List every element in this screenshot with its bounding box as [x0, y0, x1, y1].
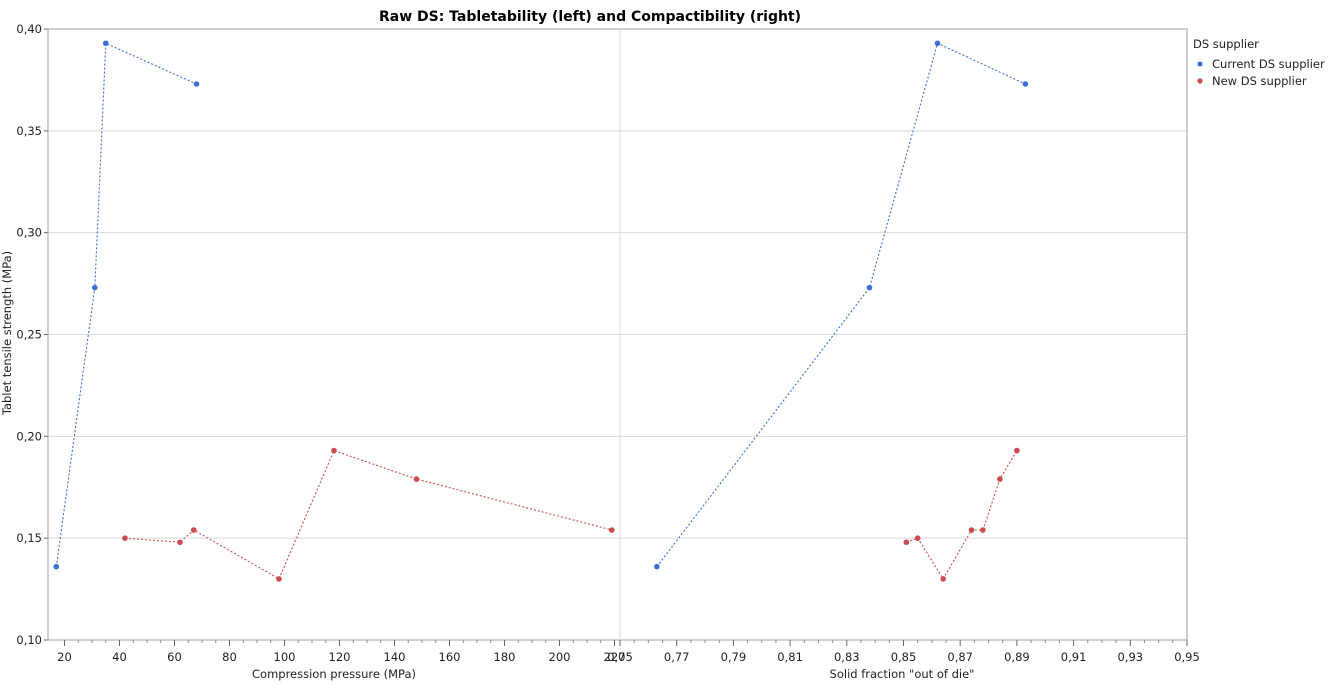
data-point	[997, 476, 1003, 482]
x-tick-label: 60	[167, 650, 182, 664]
x-tick-label: 0,91	[1061, 650, 1087, 664]
x-tick-label: 220	[604, 650, 626, 664]
x-tick-label: 140	[384, 650, 406, 664]
x-tick-label: 0,89	[1004, 650, 1030, 664]
x-tick-label: 0,81	[777, 650, 803, 664]
y-tick-label: 0,35	[16, 124, 42, 138]
data-point	[866, 284, 873, 291]
legend-label-current: Current DS supplier	[1212, 57, 1325, 71]
x-tick-label: 120	[329, 650, 351, 664]
data-point	[968, 527, 975, 533]
y-axis-label: Tablet tensile strength (MPa)	[0, 251, 14, 416]
data-point	[934, 40, 941, 47]
data-point	[1014, 447, 1020, 454]
data-point	[608, 527, 615, 533]
x-tick-label: 0,75	[607, 650, 633, 664]
series-line	[656, 42, 1026, 568]
legend-marker-current	[1197, 61, 1203, 67]
data-point	[914, 535, 921, 541]
x-tick-label: 200	[549, 650, 571, 664]
data-point	[193, 81, 200, 87]
data-point	[654, 563, 660, 570]
data-point	[980, 527, 986, 533]
x-axis-label-right: Solid fraction "out of die"	[830, 667, 975, 681]
series-line	[124, 449, 612, 580]
data-point	[102, 40, 109, 47]
data-point	[413, 476, 420, 482]
y-tick-label: 0,15	[16, 531, 42, 545]
x-tick-label: 0,95	[1174, 650, 1200, 664]
x-tick-label: 160	[439, 650, 461, 664]
data-point	[331, 447, 337, 454]
x-tick-label: 100	[274, 650, 296, 664]
data-point	[903, 539, 910, 546]
data-point	[940, 576, 946, 582]
chart-title: Raw DS: Tabletability (left) and Compact…	[379, 9, 801, 25]
x-tick-label: 0,87	[947, 650, 973, 664]
series-line	[55, 42, 197, 567]
legend-label-new: New DS supplier	[1212, 74, 1307, 88]
data-point	[190, 527, 197, 533]
x-tick-label: 0,79	[721, 650, 747, 664]
y-tick-label: 0,20	[16, 429, 42, 443]
x-tick-label: 0,93	[1117, 650, 1143, 664]
x-axis-label-left: Compression pressure (MPa)	[252, 667, 416, 681]
series-line	[906, 450, 1018, 580]
legend-title: DS supplier	[1193, 37, 1259, 51]
legend-marker-new	[1197, 78, 1203, 84]
legend: DS supplier Current DS supplier New DS s…	[1193, 37, 1325, 88]
x-tick-label: 0,83	[834, 650, 860, 664]
y-tick-label: 0,25	[16, 328, 42, 342]
y-tick-label: 0,30	[16, 226, 42, 240]
data-point	[122, 535, 128, 541]
data-point	[53, 563, 60, 570]
data-point	[276, 576, 282, 582]
plot-frame	[47, 28, 1188, 641]
x-tick-label: 40	[112, 650, 127, 664]
x-tick-label: 80	[222, 650, 237, 664]
y-tick-label: 0,40	[16, 22, 42, 36]
data-point	[91, 284, 98, 291]
x-tick-label: 20	[57, 650, 72, 664]
x-tick-label: 0,85	[891, 650, 917, 664]
data-point	[1022, 81, 1029, 87]
x-tick-label: 180	[494, 650, 516, 664]
data-point	[177, 539, 183, 546]
x-tick-label: 0,77	[664, 650, 690, 664]
y-tick-label: 0,10	[16, 633, 42, 647]
